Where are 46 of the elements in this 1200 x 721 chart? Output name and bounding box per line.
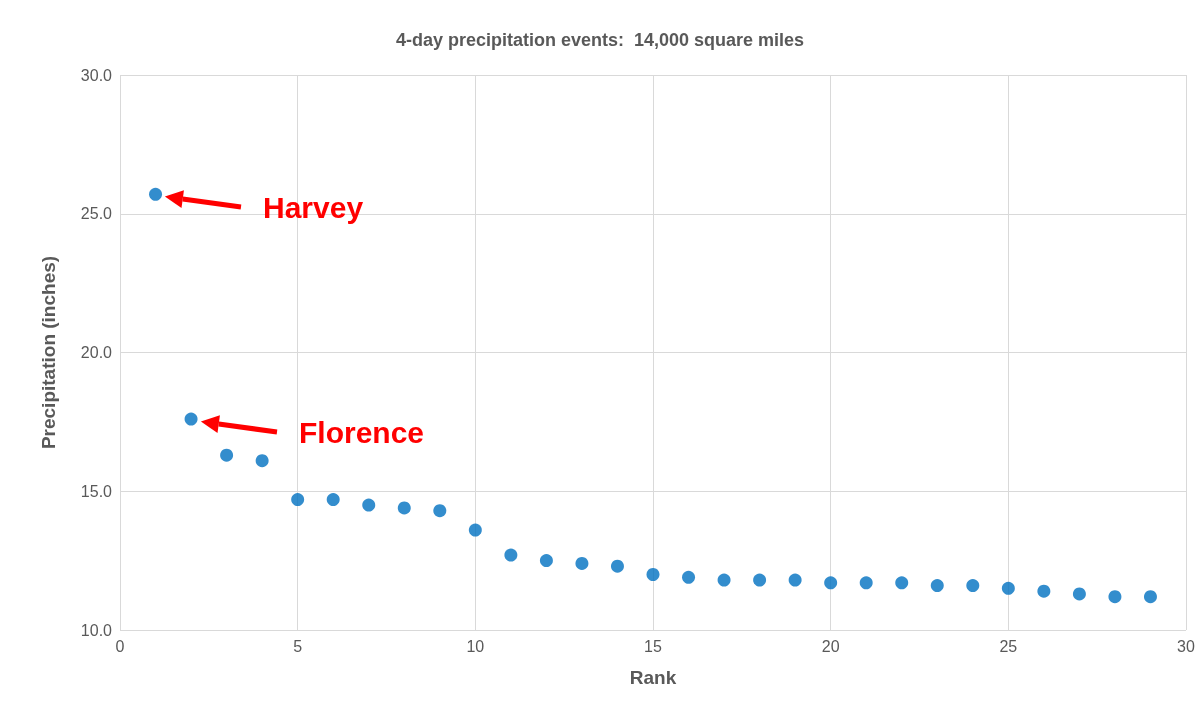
annotation: Harvey	[263, 190, 364, 224]
y-tick-label: 25.0	[80, 205, 113, 223]
point	[1143, 590, 1157, 604]
point	[930, 579, 944, 593]
point	[1001, 581, 1015, 595]
point	[433, 504, 447, 518]
y-tick-label: 20.0	[80, 344, 113, 361]
y-tick-label: 15.0	[80, 482, 113, 500]
point	[966, 579, 980, 593]
point	[504, 548, 518, 562]
x-tick-label: 0	[115, 637, 125, 655]
point	[682, 570, 696, 584]
x-tick-label: 20	[821, 637, 840, 655]
point	[610, 559, 624, 573]
point	[575, 556, 589, 570]
point	[824, 576, 838, 590]
point	[717, 573, 731, 587]
x-tick-label: 10	[466, 637, 485, 655]
point	[646, 568, 660, 581]
point	[184, 412, 198, 426]
x-tick-label: 5	[293, 637, 303, 655]
point	[1108, 590, 1122, 604]
point	[362, 498, 376, 512]
point	[291, 493, 305, 507]
x-tick-label: 30	[1177, 637, 1195, 655]
chart-title: 4-day precipitation events: 14,000 square miles	[395, 30, 805, 50]
y-axis-title: Precipitation (inches)	[38, 255, 59, 450]
point	[220, 448, 234, 462]
point	[1072, 587, 1086, 601]
point	[895, 576, 909, 590]
point	[468, 523, 482, 537]
point	[397, 501, 411, 515]
point	[753, 573, 767, 587]
point	[1037, 584, 1051, 598]
point	[149, 187, 163, 201]
point	[255, 454, 269, 468]
point	[326, 493, 340, 507]
y-tick-label: 10.0	[80, 621, 113, 639]
point	[539, 554, 553, 568]
x-tick-label: 25	[999, 637, 1018, 655]
point	[859, 576, 873, 590]
x-axis-title: Rank	[629, 667, 677, 688]
annotation: Florence	[299, 415, 425, 449]
x-tick-label: 15	[644, 637, 662, 655]
point	[788, 573, 802, 587]
y-tick-label: 30.0	[80, 66, 113, 84]
